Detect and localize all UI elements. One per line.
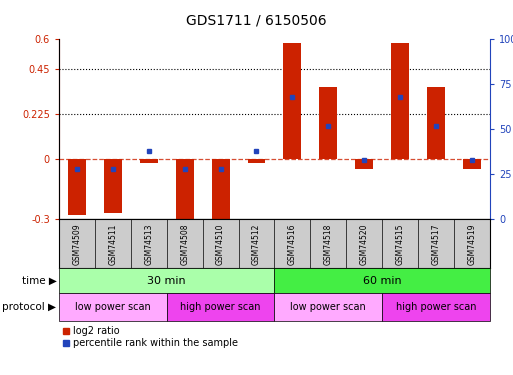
- Bar: [59, 268, 274, 293]
- Text: 30 min: 30 min: [147, 276, 186, 286]
- Legend: log2 ratio, percentile rank within the sample: log2 ratio, percentile rank within the s…: [64, 326, 238, 348]
- Bar: [274, 268, 490, 293]
- Bar: [167, 293, 274, 321]
- Text: GSM74510: GSM74510: [216, 223, 225, 265]
- Text: GSM74512: GSM74512: [252, 223, 261, 265]
- Bar: [355, 159, 373, 170]
- Text: GSM74518: GSM74518: [324, 223, 333, 265]
- Bar: [175, 159, 193, 219]
- Bar: [319, 87, 337, 159]
- Text: GDS1711 / 6150506: GDS1711 / 6150506: [186, 13, 327, 27]
- Bar: [427, 87, 445, 159]
- Text: GSM74520: GSM74520: [360, 223, 369, 265]
- Bar: [247, 159, 265, 164]
- Text: low power scan: low power scan: [75, 302, 151, 312]
- Text: GSM74511: GSM74511: [108, 223, 117, 265]
- Bar: [283, 44, 301, 159]
- Bar: [59, 293, 167, 321]
- Text: high power scan: high power scan: [181, 302, 261, 312]
- Bar: [463, 159, 481, 170]
- Bar: [211, 159, 229, 219]
- Text: GSM74517: GSM74517: [431, 223, 441, 265]
- Text: GSM74519: GSM74519: [467, 223, 477, 265]
- Bar: [68, 159, 86, 215]
- Text: 60 min: 60 min: [363, 276, 402, 286]
- Text: GSM74509: GSM74509: [72, 223, 82, 265]
- Text: protocol ▶: protocol ▶: [3, 302, 56, 312]
- Bar: [274, 293, 382, 321]
- Text: low power scan: low power scan: [290, 302, 366, 312]
- Bar: [104, 159, 122, 213]
- Text: high power scan: high power scan: [396, 302, 476, 312]
- Text: GSM74515: GSM74515: [396, 223, 405, 265]
- Text: GSM74516: GSM74516: [288, 223, 297, 265]
- Text: time ▶: time ▶: [22, 276, 56, 286]
- Text: GSM74508: GSM74508: [180, 223, 189, 265]
- Text: GSM74513: GSM74513: [144, 223, 153, 265]
- Bar: [140, 159, 157, 164]
- Bar: [382, 293, 490, 321]
- Bar: [391, 44, 409, 159]
